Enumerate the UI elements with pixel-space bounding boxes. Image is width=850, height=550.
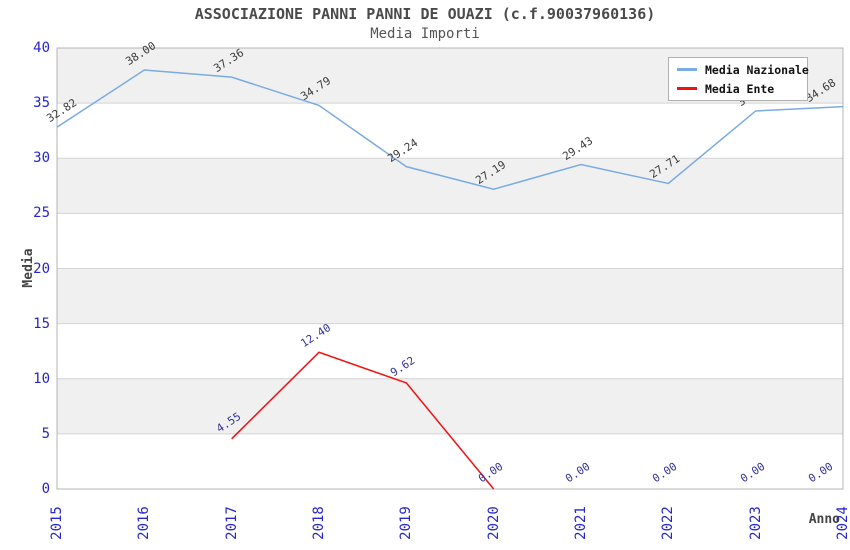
series-line-1: [231, 351, 495, 490]
x-tick-label: 2016: [136, 506, 153, 540]
plot-band: [57, 433, 843, 489]
plot-band: [57, 268, 843, 324]
x-tick-label: 2019: [398, 506, 415, 540]
x-tick-label: 2018: [311, 506, 327, 540]
chart-title: ASSOCIAZIONE PANNI PANNI DE OUAZI (c.f.9…: [194, 5, 656, 23]
legend-label-nazionale: Media Nazionale: [705, 62, 809, 77]
x-tick-label: 2023: [747, 506, 764, 540]
y-tick-label: 25: [33, 205, 50, 222]
x-tick-label: 2020: [485, 506, 502, 540]
x-axis-title: Anno: [808, 512, 840, 527]
legend: Media Nazionale Media Ente: [668, 57, 809, 101]
y-tick-label: 15: [33, 315, 50, 332]
plot-band: [57, 213, 843, 269]
legend-line-swatch-nazionale-icon: [677, 68, 697, 71]
x-tick-label: 2021: [573, 506, 589, 540]
y-tick-label: 5: [41, 425, 50, 442]
y-tick-label: 10: [33, 370, 50, 387]
x-tick-label: 2022: [660, 506, 677, 540]
x-tick-label: 2017: [223, 506, 240, 540]
x-tick-label: 2024: [835, 506, 850, 540]
legend-line-swatch-ente-icon: [677, 87, 697, 90]
plot-band: [57, 158, 843, 214]
y-tick-label: 40: [33, 40, 50, 56]
y-tick-label: 0: [41, 481, 50, 497]
plot-band: [57, 378, 843, 434]
chart-subtitle: Media Importi: [370, 26, 480, 42]
y-tick-label: 30: [33, 150, 50, 167]
series-line-0: [56, 69, 844, 191]
plot-border: [56, 47, 844, 490]
plot-band: [57, 323, 843, 379]
legend-item-media-nazionale: Media Nazionale: [677, 62, 809, 77]
y-tick-label: 20: [33, 260, 50, 277]
plot-band: [57, 103, 843, 159]
legend-label-ente: Media Ente: [705, 81, 775, 96]
legend-item-media-ente: Media Ente: [677, 81, 799, 96]
y-tick-label: 35: [33, 95, 50, 112]
x-tick-label: 2015: [49, 506, 65, 540]
